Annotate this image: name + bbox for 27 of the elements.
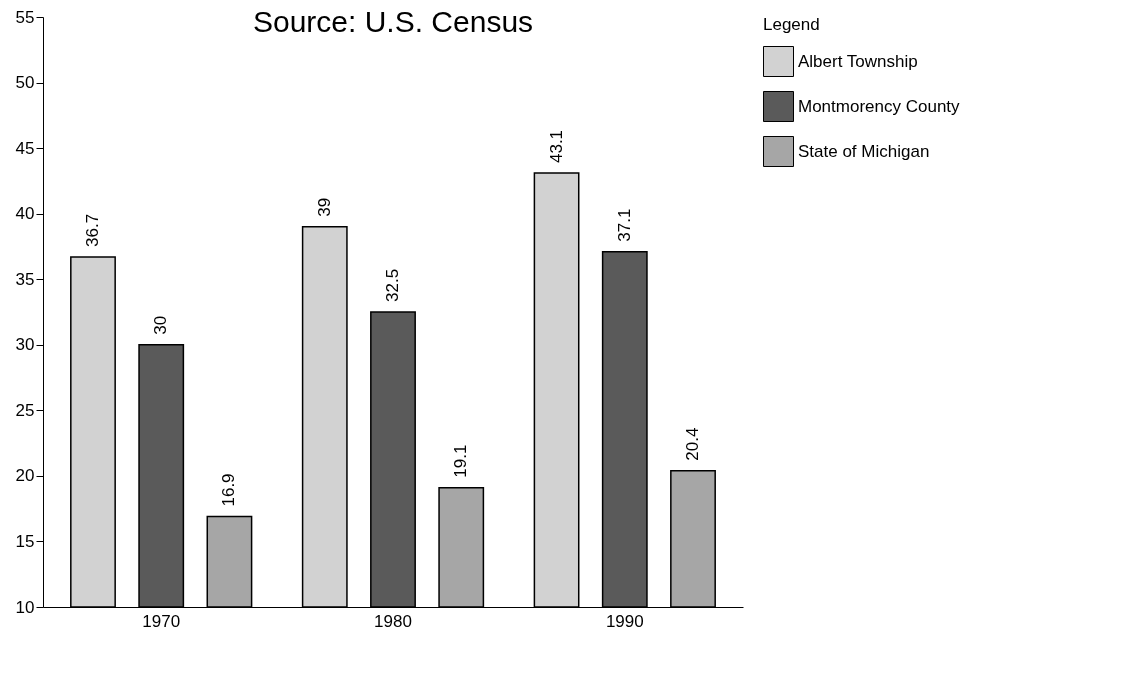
y-tick-label: 10 — [15, 597, 35, 617]
data-label: 43.1 — [546, 129, 566, 164]
y-tick-label: 55 — [15, 7, 35, 27]
y-tick-label: 35 — [15, 269, 35, 289]
y-tick-label: 25 — [15, 400, 35, 420]
data-label: 16.9 — [219, 473, 239, 507]
legend-label: Albert Township — [798, 51, 918, 71]
y-tick-label: 20 — [15, 466, 35, 486]
y-tick-label: 30 — [15, 335, 35, 355]
x-tick-label: 1970 — [142, 611, 181, 631]
y-tick-label: 40 — [15, 204, 35, 224]
data-label: 20.4 — [683, 427, 703, 461]
legend-title: Legend — [763, 15, 820, 34]
data-label: 37.1 — [614, 208, 634, 242]
data-label: 36.7 — [82, 213, 102, 247]
chart-title: Source: U.S. Census — [252, 5, 534, 38]
legend-label: State of Michigan — [798, 141, 930, 161]
y-tick-label: 45 — [15, 138, 35, 158]
data-label: 39 — [314, 197, 334, 217]
data-label: 19.1 — [451, 444, 471, 478]
legend-label: Montmorency County — [798, 96, 961, 116]
x-tick-label: 1990 — [605, 611, 644, 631]
y-tick-label: 15 — [15, 531, 35, 551]
data-label: 30 — [151, 315, 171, 335]
data-label: 32.5 — [383, 268, 402, 302]
x-tick-label: 1980 — [374, 611, 412, 631]
y-tick-label: 50 — [15, 73, 35, 93]
